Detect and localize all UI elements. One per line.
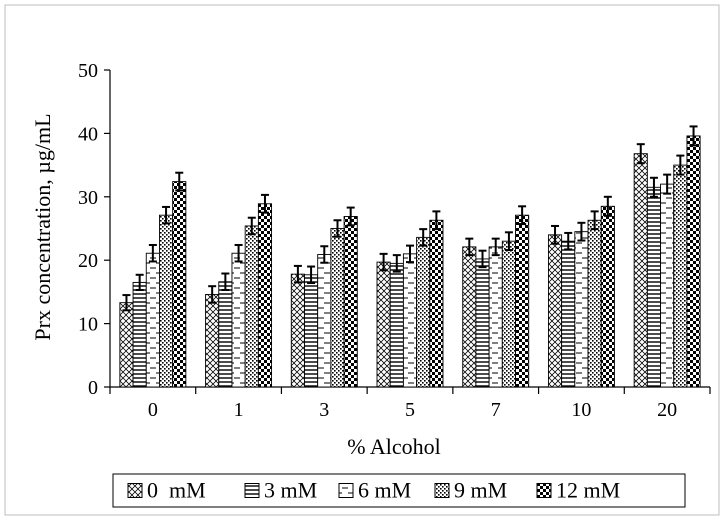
bar	[205, 293, 220, 388]
bar	[646, 186, 661, 388]
legend-swatch	[244, 483, 260, 498]
x-tick-label: 1	[234, 399, 244, 421]
y-tick-label: 10	[78, 314, 98, 336]
bar	[475, 258, 490, 388]
y-tick-label: 50	[78, 60, 98, 82]
legend-swatch	[127, 483, 143, 498]
bar	[231, 252, 246, 388]
bar	[145, 252, 160, 388]
legend: 0 mM 3 mM 6 mM 9 mM 12 mM	[112, 473, 686, 508]
bar	[686, 135, 701, 388]
bar	[330, 228, 345, 388]
bar	[132, 281, 147, 388]
y-axis-title: Prx concentration, µg/mL	[30, 113, 55, 340]
bar	[547, 234, 563, 388]
y-tick-label: 0	[88, 377, 98, 399]
bar	[290, 273, 305, 388]
bar	[633, 153, 648, 388]
bar	[402, 253, 418, 388]
bar	[587, 219, 602, 388]
bar	[389, 262, 404, 388]
bar	[515, 214, 530, 388]
legend-swatch	[338, 483, 354, 498]
legend-label: 0 mM	[147, 478, 206, 503]
bar	[257, 203, 273, 388]
bar	[574, 231, 589, 388]
bar	[488, 246, 503, 388]
legend-label: 3 mM	[264, 478, 317, 503]
x-tick-label: 20	[657, 399, 677, 421]
y-tick-label: 30	[78, 187, 98, 209]
legend-swatch	[434, 483, 450, 498]
y-tick-label: 20	[78, 250, 98, 272]
legend-box	[112, 473, 686, 508]
x-tick-label: 0	[148, 399, 158, 421]
bar	[304, 274, 319, 388]
bar	[600, 205, 615, 388]
legend-swatch	[536, 483, 552, 498]
x-tick-label: 5	[405, 399, 415, 421]
bar	[660, 183, 675, 388]
bar	[416, 236, 431, 388]
bar	[343, 216, 358, 388]
legend-label: 6 mM	[358, 478, 411, 503]
bar	[317, 254, 332, 388]
bar	[561, 240, 576, 388]
bar	[172, 181, 187, 388]
x-tick-label: 3	[319, 399, 329, 421]
bar	[244, 225, 259, 388]
plot-area: 0 10 20 30 40 50 0 1 3 5 7 10 20	[78, 60, 711, 421]
x-tick-label: 7	[491, 399, 501, 421]
x-axis-title: % Alcohol	[347, 434, 441, 459]
bar	[429, 219, 444, 388]
bar	[673, 164, 688, 388]
x-tick-label: 10	[571, 399, 591, 421]
bar	[159, 214, 174, 388]
bar	[462, 246, 477, 388]
bar	[376, 261, 391, 388]
bar	[501, 240, 516, 388]
legend-label: 9 mM	[454, 478, 507, 503]
y-tick-label: 40	[78, 123, 98, 145]
bar	[119, 302, 134, 388]
bar	[218, 281, 233, 388]
legend-label: 12 mM	[556, 478, 620, 503]
